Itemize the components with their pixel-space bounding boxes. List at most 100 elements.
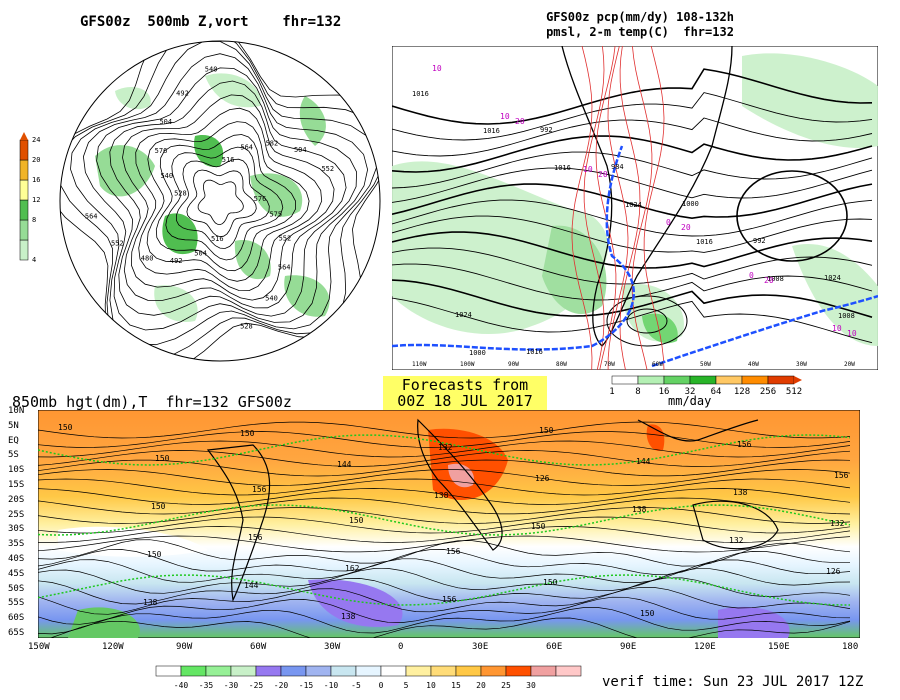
colorbar-swatch (19, 139, 29, 161)
colorbar-swatch (19, 199, 29, 221)
temp-isotherm (38, 574, 851, 606)
isobar-label: 1016 (696, 238, 713, 246)
contour-label: 552 (279, 235, 292, 243)
height-contour (38, 469, 851, 486)
lon-label: 120W (102, 642, 124, 652)
height-contour (38, 478, 851, 496)
colorbar-level: -10 (324, 681, 339, 690)
height-contour (38, 596, 851, 625)
height-contour (197, 179, 244, 226)
height-label: 150 (240, 429, 255, 438)
contour-label: 552 (111, 240, 124, 248)
lat-label: 25S (8, 509, 25, 520)
temp-label: 10 (432, 64, 442, 73)
lon-label: 50W (700, 361, 711, 368)
height-contour (38, 526, 851, 543)
colorbar-level: 8 (32, 216, 36, 224)
temp-850mb-map: 150 150 156 150 156 150 150 156 156 150 156 162 156 1… (38, 410, 860, 638)
isobar-label: 1008 (767, 275, 784, 283)
colorbar-level: 10 (426, 681, 436, 690)
lon-label: 30W (324, 642, 341, 652)
height-label: 138 (733, 488, 748, 497)
height-label: 132 (438, 443, 453, 452)
isobar-label: 1016 (526, 348, 543, 356)
colorbar-arrow (794, 376, 802, 384)
contour-label: 552 (321, 165, 334, 173)
contour-label: 575 (269, 211, 282, 219)
lat-label: 5S (8, 450, 19, 461)
lat-label: 50S (8, 583, 25, 594)
colorbar-level: -35 (199, 681, 214, 690)
height-contour (176, 158, 270, 249)
isobar-label: 992 (540, 126, 553, 134)
temp-label: 10 (832, 324, 842, 333)
asia-outline (637, 419, 759, 442)
top-left-panel-title: GFS00z 500mb Z,vort fhr=132 (80, 14, 342, 30)
colorbar-level: 24 (32, 136, 40, 144)
contour-label: 528 (174, 190, 187, 198)
lat-label: 20S (8, 494, 25, 505)
height-label: 132 (729, 536, 744, 545)
colorbar-level: 25 (501, 681, 511, 690)
colorbar-level: 12 (32, 196, 40, 204)
colorbar-level: 1 (609, 387, 614, 397)
height-label: 156 (737, 440, 752, 449)
temp-label: 10 (583, 165, 593, 174)
height-contour (165, 146, 284, 261)
warm-area (428, 428, 508, 500)
lat-label: 10S (8, 465, 25, 476)
contour-label: 528 (240, 322, 253, 330)
colorbar-swatch (405, 665, 432, 677)
isobar-label: 1000 (682, 200, 699, 208)
height-contour (60, 41, 380, 361)
banner-line2: 00Z 18 JUL 2017 (397, 392, 533, 410)
height-contour (146, 121, 310, 282)
lon-label: 150E (768, 642, 790, 652)
height-label: 150 (147, 550, 162, 559)
isobar (736, 170, 848, 262)
lon-label: 180 (842, 642, 859, 652)
height-label: 132 (830, 519, 845, 528)
height-contour (38, 558, 851, 583)
colorbar-level: 512 (786, 387, 802, 397)
isobar (392, 151, 873, 189)
precip-area (542, 225, 607, 315)
temp-label: 20 (515, 117, 525, 126)
colorbar-level: 8 (635, 387, 640, 397)
lon-label: 60W (250, 642, 267, 652)
isobar-label: 1008 (838, 312, 855, 320)
isobar (392, 279, 873, 318)
bottom-panel-title: 850mb hgt(dm),T fhr=132 GFS00z (12, 393, 292, 411)
colorbar-swatch (330, 665, 357, 677)
colorbar-level: 64 (711, 387, 722, 397)
temp-label: 20 (764, 276, 774, 285)
lon-label: 80W (556, 361, 567, 368)
height-label: 126 (826, 567, 841, 576)
lon-label: 120E (694, 642, 716, 652)
height-label: 156 (442, 595, 457, 604)
height-contour (135, 107, 323, 292)
lat-label: 10N (8, 406, 25, 416)
contour-label: 576 (155, 147, 168, 155)
precip-area (642, 313, 678, 344)
height-contour (38, 431, 851, 448)
colorbar-swatch (19, 219, 29, 241)
height-label: 150 (349, 516, 364, 525)
height-label: 138 (143, 598, 158, 607)
isobar-label: 984 (611, 163, 624, 171)
isobar (392, 135, 873, 173)
lon-label: 60E (546, 642, 563, 652)
verif-time: verif time: Sun 23 JUL 2017 12Z (602, 674, 864, 690)
lat-label: 60S (8, 613, 25, 624)
contour-label: 516 (211, 235, 224, 243)
temp-isotherm (38, 434, 851, 466)
isobar (392, 231, 873, 269)
contour-label: 492 (176, 90, 189, 98)
lon-label: 90W (508, 361, 519, 368)
contour-label: 540 (160, 172, 173, 180)
colorbar-level: 15 (451, 681, 461, 690)
contour-label: 516 (222, 156, 235, 164)
colorbar-level: 20 (32, 156, 40, 164)
colorbar-swatch (455, 665, 482, 677)
height-contour (96, 67, 358, 317)
